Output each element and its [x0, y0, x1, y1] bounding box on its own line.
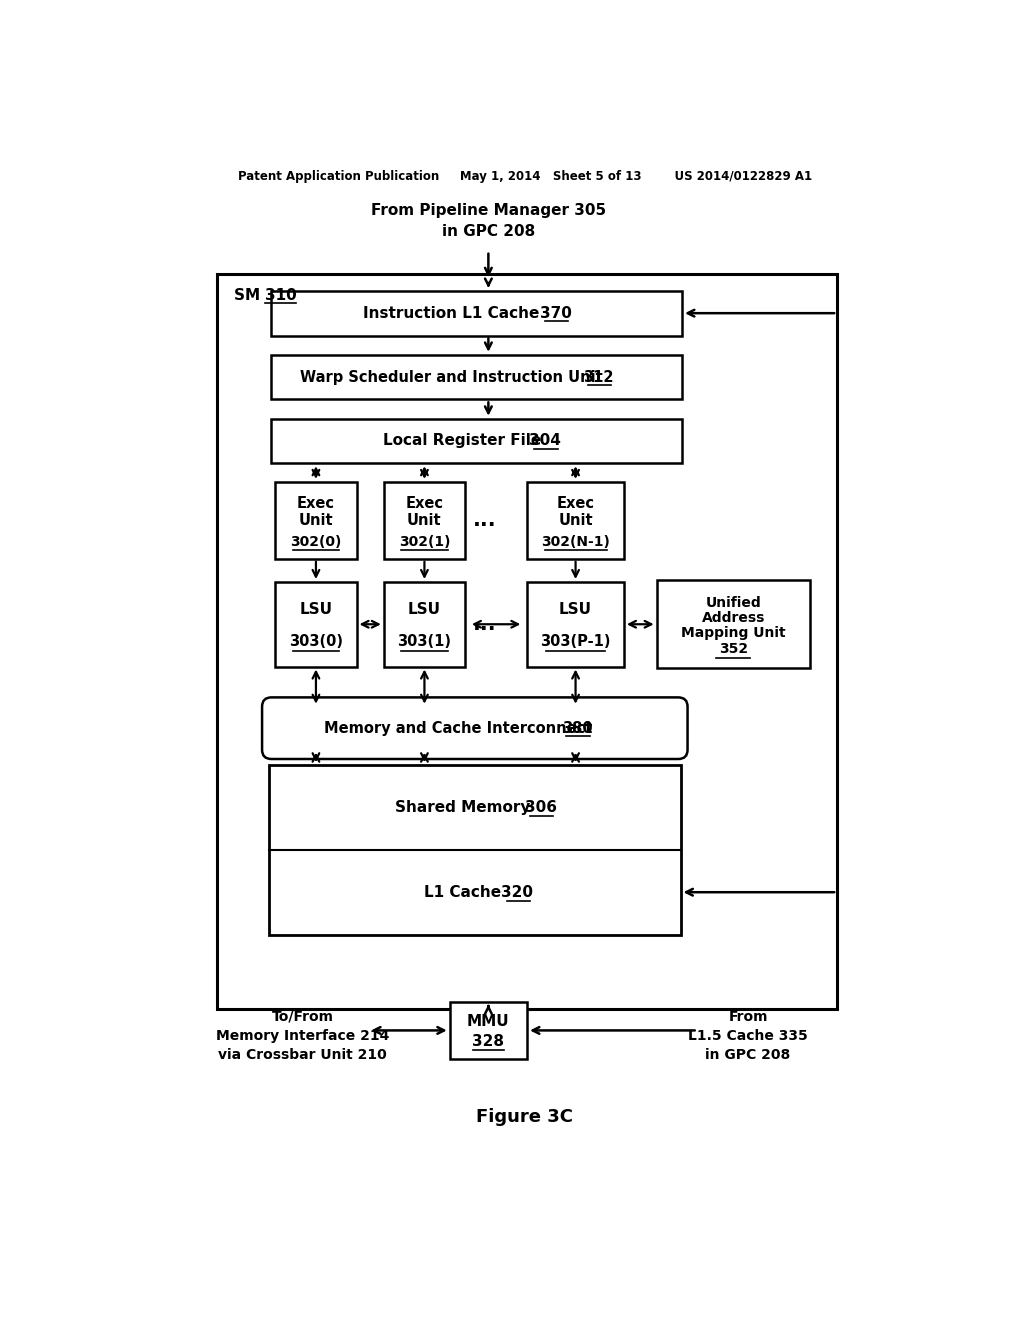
Text: 352: 352: [719, 642, 748, 656]
Text: in GPC 208: in GPC 208: [441, 224, 535, 239]
FancyBboxPatch shape: [275, 482, 356, 558]
Text: 304: 304: [529, 433, 561, 449]
FancyBboxPatch shape: [527, 582, 624, 667]
FancyBboxPatch shape: [527, 482, 624, 558]
Text: ...: ...: [473, 614, 497, 634]
FancyBboxPatch shape: [271, 418, 682, 463]
Text: Exec: Exec: [406, 496, 443, 511]
Text: 302(0): 302(0): [290, 535, 342, 549]
FancyBboxPatch shape: [269, 766, 681, 935]
FancyBboxPatch shape: [217, 275, 838, 1010]
FancyBboxPatch shape: [450, 1002, 527, 1059]
FancyBboxPatch shape: [275, 582, 356, 667]
Text: To/From: To/From: [271, 1010, 334, 1024]
Text: Memory Interface 214: Memory Interface 214: [216, 1030, 389, 1043]
Text: L1.5 Cache 335: L1.5 Cache 335: [688, 1030, 808, 1043]
Text: L1 Cache: L1 Cache: [424, 884, 507, 900]
Text: Unit: Unit: [408, 512, 441, 528]
Text: Figure 3C: Figure 3C: [476, 1107, 573, 1126]
Text: SM: SM: [234, 288, 265, 304]
Text: Local Register File: Local Register File: [383, 433, 547, 449]
Text: Patent Application Publication     May 1, 2014   Sheet 5 of 13        US 2014/01: Patent Application Publication May 1, 20…: [238, 170, 812, 183]
Text: From: From: [728, 1010, 768, 1024]
Text: Unit: Unit: [558, 512, 593, 528]
Text: in GPC 208: in GPC 208: [706, 1048, 791, 1063]
Text: 306: 306: [524, 800, 557, 814]
Text: Exec: Exec: [297, 496, 335, 511]
Text: Warp Scheduler and Instruction Unit: Warp Scheduler and Instruction Unit: [300, 370, 607, 384]
Text: Unit: Unit: [299, 512, 333, 528]
Text: Memory and Cache Interconnect: Memory and Cache Interconnect: [325, 721, 598, 735]
Text: Mapping Unit: Mapping Unit: [681, 627, 785, 640]
FancyBboxPatch shape: [384, 582, 465, 667]
Text: LSU: LSU: [559, 602, 592, 616]
Text: 312: 312: [584, 370, 613, 384]
Text: Shared Memory: Shared Memory: [395, 800, 536, 814]
Text: LSU: LSU: [408, 602, 441, 616]
Text: Exec: Exec: [557, 496, 595, 511]
FancyBboxPatch shape: [656, 581, 810, 668]
Text: via Crossbar Unit 210: via Crossbar Unit 210: [218, 1048, 387, 1063]
FancyBboxPatch shape: [271, 290, 682, 335]
Text: Instruction L1 Cache: Instruction L1 Cache: [362, 306, 545, 321]
Text: 303(0): 303(0): [289, 634, 343, 648]
Text: ...: ...: [473, 511, 497, 531]
Text: 370: 370: [540, 306, 571, 321]
Text: 303(1): 303(1): [397, 634, 452, 648]
FancyBboxPatch shape: [384, 482, 465, 558]
Text: 310: 310: [265, 288, 297, 304]
Text: MMU: MMU: [467, 1014, 510, 1028]
FancyBboxPatch shape: [262, 697, 687, 759]
Text: Address: Address: [701, 611, 765, 626]
Text: 302(N-1): 302(N-1): [541, 535, 610, 549]
FancyBboxPatch shape: [271, 355, 682, 400]
Text: From Pipeline Manager 305: From Pipeline Manager 305: [371, 203, 606, 218]
Text: 320: 320: [502, 884, 534, 900]
Text: 328: 328: [472, 1034, 505, 1048]
Text: 380: 380: [562, 721, 593, 735]
Text: LSU: LSU: [299, 602, 333, 616]
Text: Unified: Unified: [706, 595, 761, 610]
Text: 303(P-1): 303(P-1): [541, 634, 610, 648]
Text: 302(1): 302(1): [398, 535, 451, 549]
